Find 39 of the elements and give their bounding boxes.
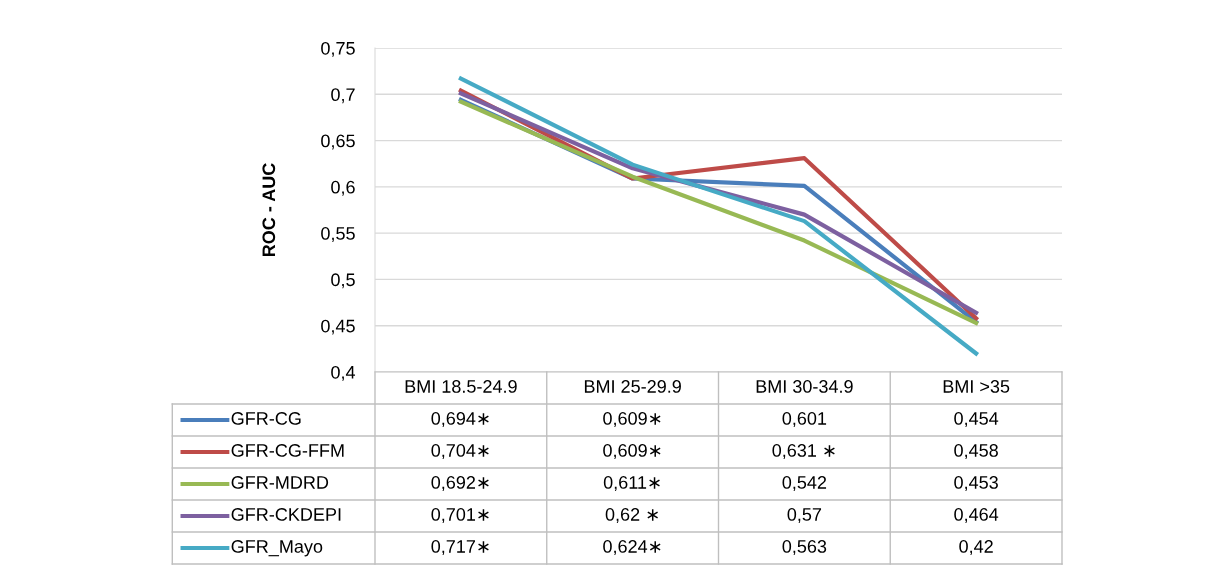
y-axis-title: ROC - AUC [262,163,276,257]
data-label: 0,464 [954,508,999,523]
data-label: 0,704∗ [431,444,489,459]
data-label: 0,453 [954,476,998,491]
data-label: 0,611∗ [603,476,660,491]
x-tick-label: BMI >35 [943,380,1010,393]
data-label: 0,609∗ [603,444,661,459]
x-tick-label: BMI 30-34.9 [756,380,853,393]
y-tick-label: 0,6 [331,180,355,196]
data-label: 0,458 [954,444,998,459]
y-tick-label: 0,5 [331,273,355,289]
data-label: 0,694∗ [431,412,489,427]
x-tick-label: BMI 25-29.9 [584,380,681,393]
x-tick-label: BMI 18.5-24.9 [405,380,517,393]
y-tick-label: 0,65 [321,134,355,150]
data-label: 0,701∗ [431,508,489,523]
legend-label: GFR_Mayo [231,540,323,557]
data-label: 0,717∗ [431,540,489,555]
legend-label: GFR-MDRD [231,476,329,489]
data-label: 0,542 [782,476,827,491]
data-label: 0,601 [782,412,827,427]
y-tick-label: 0,55 [321,227,355,242]
data-label: 0,57 [787,508,822,523]
line-series [458,76,979,356]
y-tick-label: 0,45 [321,319,355,335]
data-label: 0,42 [959,540,993,555]
data-label: 0,692∗ [431,476,489,491]
data-label: 0,609∗ [603,412,661,427]
y-tick-label: 0,7 [331,88,355,104]
data-label: 0,62 ∗ [605,508,658,523]
data-label: 0,624∗ [603,540,661,555]
data-label: 0,563 [782,540,827,555]
legend-label: GFR-CG-FFM [231,444,344,457]
data-label: 0,631 ∗ [772,444,835,459]
y-tick-label: 0,4 [331,365,356,381]
legend-label: GFR-CG [231,412,301,425]
y-tick-label: 0,75 [321,41,355,57]
legend-label: GFR-CKDEPI [231,508,341,521]
data-label: 0,454 [954,412,999,427]
